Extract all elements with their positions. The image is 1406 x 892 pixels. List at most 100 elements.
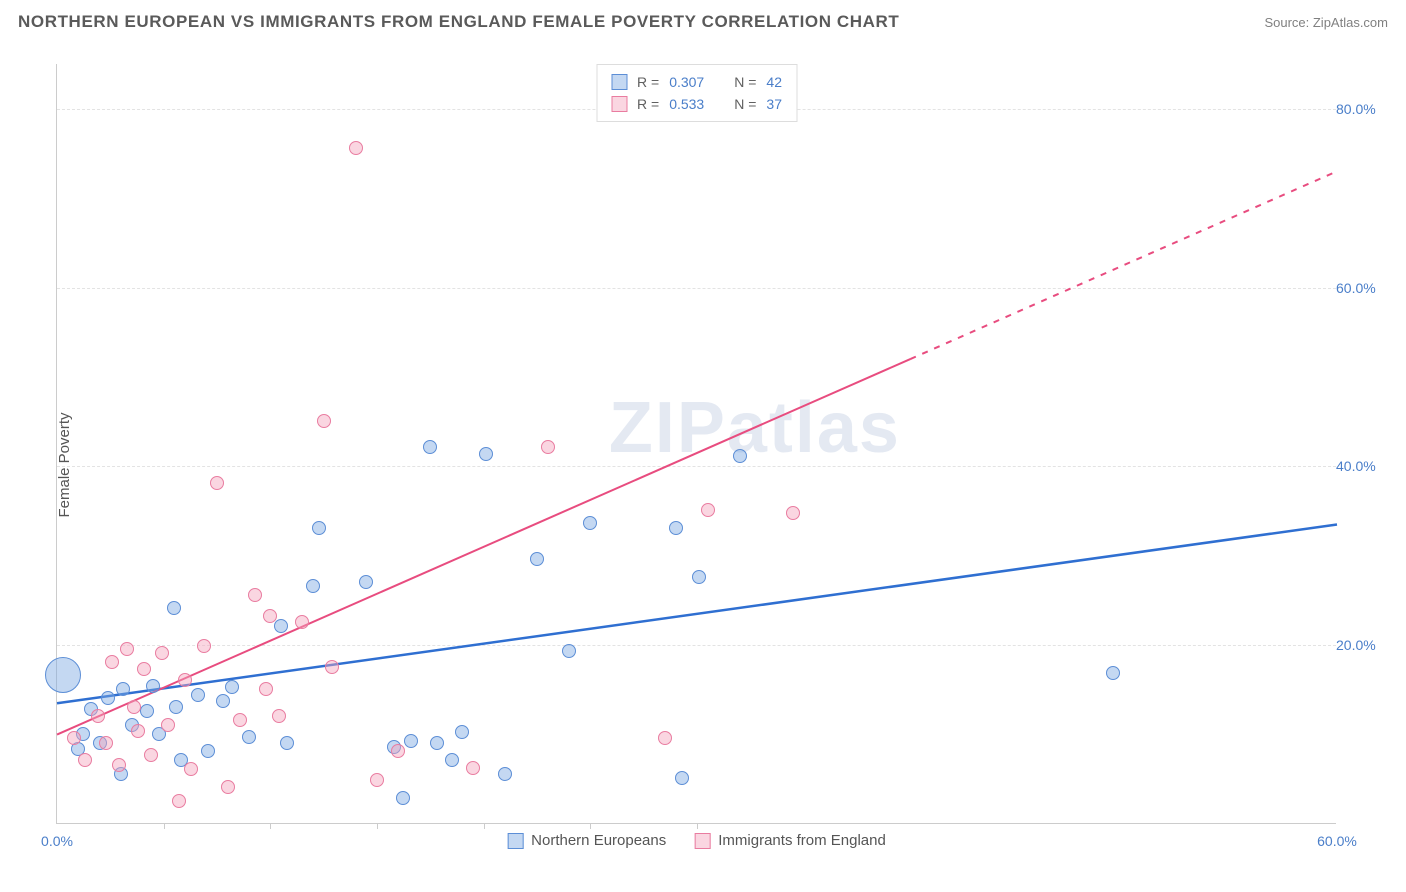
data-point: [280, 736, 294, 750]
x-tick-mark: [697, 823, 698, 829]
data-point: [127, 700, 141, 714]
legend-series: Northern Europeans Immigrants from Englan…: [507, 832, 886, 849]
data-point: [101, 691, 115, 705]
data-point: [669, 521, 683, 535]
chart-header: NORTHERN EUROPEAN VS IMMIGRANTS FROM ENG…: [0, 0, 1406, 40]
data-point: [155, 646, 169, 660]
data-point: [146, 679, 160, 693]
plot-area: ZIPatlas 20.0%40.0%60.0%80.0%0.0%60.0%R …: [56, 64, 1336, 824]
legend-r-value: 0.533: [669, 93, 704, 115]
data-point: [161, 718, 175, 732]
data-point: [105, 655, 119, 669]
data-point: [167, 601, 181, 615]
data-point: [201, 744, 215, 758]
data-point: [197, 639, 211, 653]
data-point: [67, 731, 81, 745]
trend-line: [57, 524, 1337, 703]
legend-series-name: Northern Europeans: [531, 832, 666, 849]
data-point: [131, 724, 145, 738]
trendlines-layer: [57, 64, 1336, 823]
source-name: ZipAtlas.com: [1313, 15, 1388, 30]
y-tick-label: 40.0%: [1336, 458, 1390, 474]
data-point: [1106, 666, 1120, 680]
data-point: [658, 731, 672, 745]
data-point: [404, 734, 418, 748]
x-tick-mark: [484, 823, 485, 829]
y-tick-label: 60.0%: [1336, 280, 1390, 296]
legend-swatch: [507, 833, 523, 849]
trend-line-extrapolated: [910, 171, 1337, 359]
data-point: [259, 682, 273, 696]
data-point: [184, 762, 198, 776]
data-point: [423, 440, 437, 454]
data-point: [172, 794, 186, 808]
data-point: [675, 771, 689, 785]
data-point: [325, 660, 339, 674]
x-tick-mark: [270, 823, 271, 829]
data-point: [430, 736, 444, 750]
y-tick-label: 80.0%: [1336, 101, 1390, 117]
data-point: [466, 761, 480, 775]
data-point: [169, 700, 183, 714]
data-point: [349, 141, 363, 155]
data-point: [178, 673, 192, 687]
data-point: [391, 744, 405, 758]
data-point: [479, 447, 493, 461]
data-point: [295, 615, 309, 629]
data-point: [112, 758, 126, 772]
legend-n-label: N =: [734, 93, 756, 115]
legend-r-label: R =: [637, 93, 659, 115]
data-point: [248, 588, 262, 602]
data-point: [701, 503, 715, 517]
data-point: [233, 713, 247, 727]
data-point: [312, 521, 326, 535]
data-point: [445, 753, 459, 767]
data-point: [317, 414, 331, 428]
chart-title: NORTHERN EUROPEAN VS IMMIGRANTS FROM ENG…: [18, 12, 899, 32]
data-point: [221, 780, 235, 794]
legend-r-value: 0.307: [669, 71, 704, 93]
gridline-h: [57, 288, 1336, 289]
y-tick-label: 20.0%: [1336, 637, 1390, 653]
x-tick-mark: [377, 823, 378, 829]
data-point: [692, 570, 706, 584]
legend-swatch: [611, 96, 627, 112]
x-tick-mark: [164, 823, 165, 829]
data-point: [216, 694, 230, 708]
legend-series-name: Immigrants from England: [718, 832, 886, 849]
data-point: [191, 688, 205, 702]
legend-item: Northern Europeans: [507, 832, 666, 849]
data-point: [274, 619, 288, 633]
data-point: [786, 506, 800, 520]
data-point: [541, 440, 555, 454]
data-point: [306, 579, 320, 593]
legend-n-value: 37: [766, 93, 782, 115]
x-tick-label: 60.0%: [1317, 833, 1357, 849]
data-point: [120, 642, 134, 656]
data-point: [144, 748, 158, 762]
legend-r-label: R =: [637, 71, 659, 93]
data-point: [140, 704, 154, 718]
source-prefix: Source:: [1264, 15, 1312, 30]
legend-item: Immigrants from England: [694, 832, 886, 849]
gridline-h: [57, 645, 1336, 646]
watermark: ZIPatlas: [609, 387, 901, 469]
data-point: [498, 767, 512, 781]
data-point: [225, 680, 239, 694]
data-point: [45, 657, 81, 693]
data-point: [78, 753, 92, 767]
data-point: [263, 609, 277, 623]
data-point: [583, 516, 597, 530]
legend-swatch: [611, 74, 627, 90]
legend-swatch: [694, 833, 710, 849]
data-point: [116, 682, 130, 696]
data-point: [137, 662, 151, 676]
data-point: [242, 730, 256, 744]
data-point: [91, 709, 105, 723]
data-point: [733, 449, 747, 463]
x-tick-label: 0.0%: [41, 833, 73, 849]
data-point: [562, 644, 576, 658]
legend-row: R = 0.533 N = 37: [611, 93, 782, 115]
data-point: [99, 736, 113, 750]
data-point: [530, 552, 544, 566]
